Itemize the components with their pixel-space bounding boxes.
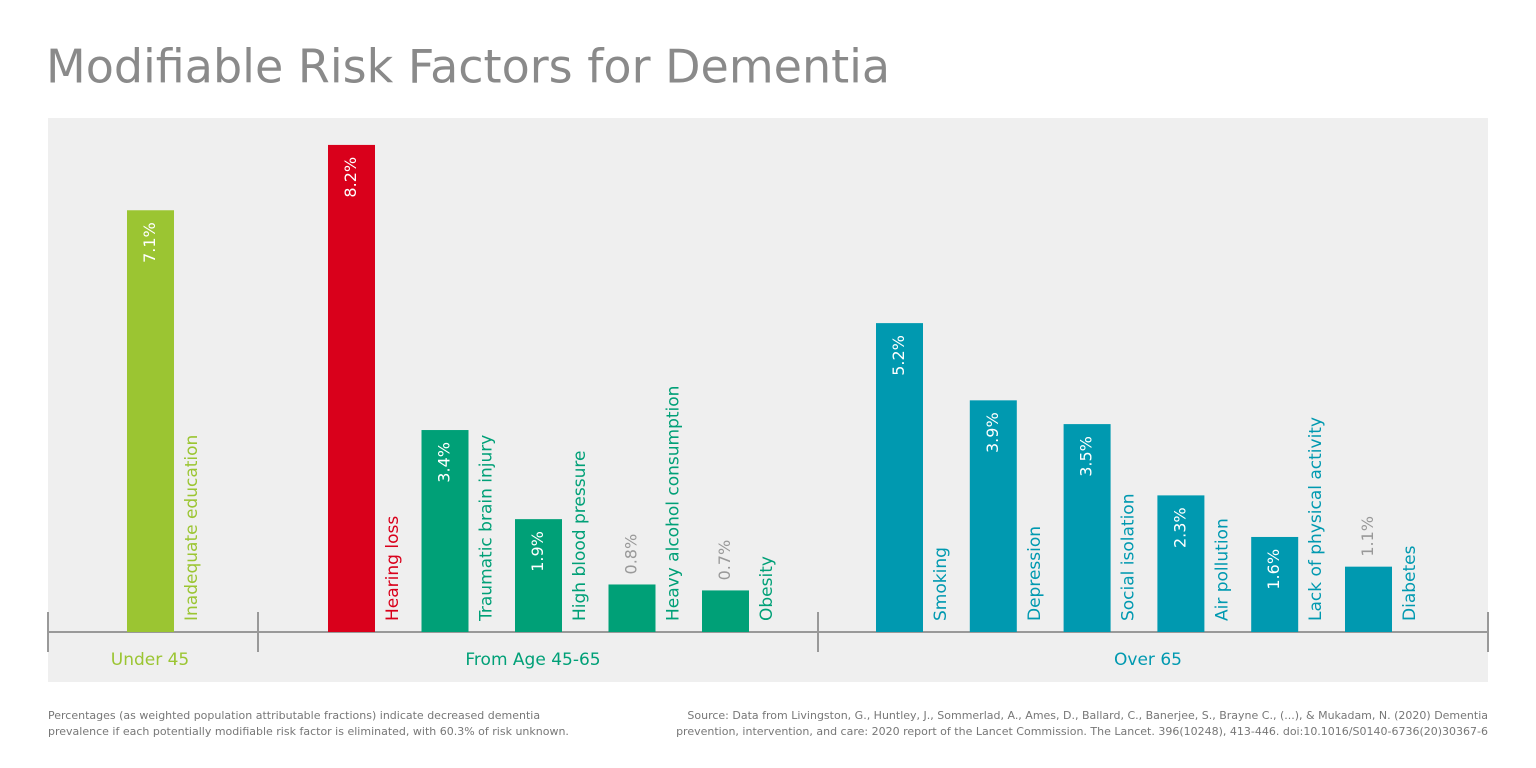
value-label: 3.5% xyxy=(1077,436,1096,477)
category-label: Social isolation xyxy=(1119,494,1139,622)
bar xyxy=(328,144,375,633)
bar xyxy=(1157,495,1205,632)
category-label: Heavy alcohol consumption xyxy=(664,386,684,621)
bar xyxy=(969,400,1017,632)
group-label: From Age 45-65 xyxy=(465,650,600,670)
value-label: 7.1% xyxy=(140,222,159,263)
source: Source: Data from Livingston, G., Huntle… xyxy=(687,709,1488,722)
category-label: Obesity xyxy=(757,556,777,621)
value-label: 3.4% xyxy=(435,442,454,483)
bar xyxy=(515,519,562,632)
bar xyxy=(421,430,469,632)
bar xyxy=(702,590,749,632)
value-label: 2.3% xyxy=(1170,507,1189,548)
footnote: Percentages (as weighted population attr… xyxy=(48,709,540,722)
value-label: 1.1% xyxy=(1358,516,1377,557)
value-label: 1.6% xyxy=(1264,549,1283,590)
bar xyxy=(608,584,656,632)
category-label: Inadequate education xyxy=(182,435,202,621)
value-label: 0.8% xyxy=(622,534,641,575)
value-label: 8.2% xyxy=(341,157,360,198)
value-label: 3.9% xyxy=(983,412,1002,453)
bar xyxy=(1251,536,1299,632)
category-label: Depression xyxy=(1025,526,1045,621)
footnote: prevalence if each potentially modifiabl… xyxy=(48,725,569,738)
category-label: Diabetes xyxy=(1400,545,1420,621)
category-label: Air pollution xyxy=(1212,518,1232,621)
category-label: Smoking xyxy=(931,547,951,621)
source: prevention, intervention, and care: 2020… xyxy=(676,725,1488,738)
group-label: Under 45 xyxy=(111,650,190,670)
category-label: Traumatic brain injury xyxy=(477,435,497,622)
plot-background xyxy=(48,118,1488,682)
bar xyxy=(1345,566,1392,632)
bar xyxy=(1063,424,1111,632)
bar xyxy=(127,210,174,632)
value-label: 5.2% xyxy=(889,335,908,376)
chart-title: Modifiable Risk Factors for Dementia xyxy=(46,40,890,94)
bar xyxy=(876,323,923,632)
group-label: Over 65 xyxy=(1114,650,1182,670)
category-label: Hearing loss xyxy=(383,516,403,621)
category-label: High blood pressure xyxy=(570,451,590,621)
category-label: Lack of physical activity xyxy=(1306,417,1326,621)
value-label: 0.7% xyxy=(715,540,734,581)
value-label: 1.9% xyxy=(528,531,547,572)
